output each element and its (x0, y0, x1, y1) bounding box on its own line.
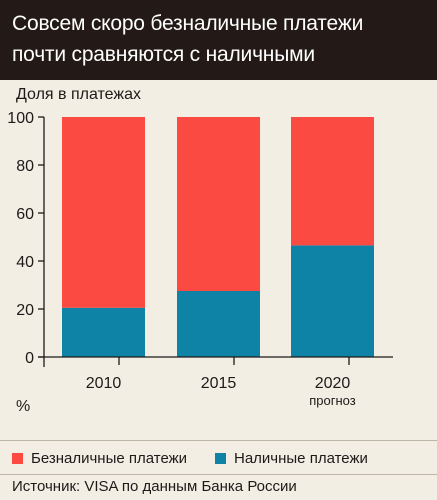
title-block: Совсем скоро безналичные платежи почти с… (0, 0, 437, 80)
legend-item-cash: Наличные платежи (215, 450, 368, 467)
legend: Безналичные платежи Наличные платежи (0, 447, 437, 475)
x-tick-label-2015: 2015 (201, 375, 237, 392)
bar-2015-cashless (177, 117, 260, 291)
y-tick-label-40: 40 (16, 254, 34, 271)
bar-2010-cashless (62, 117, 145, 308)
chart-title-line-1: Совсем скоро безналичные платежи (12, 12, 364, 35)
legend-divider-top (0, 440, 437, 441)
bar-2015-cash (177, 291, 260, 357)
legend-label-cash: Наличные платежи (234, 450, 368, 467)
x-tick-note-2020: прогноз (309, 393, 356, 408)
y-tick-label-80: 80 (16, 158, 34, 175)
y-axis-label: Доля в платежах (16, 86, 141, 103)
legend-divider-bottom (0, 474, 437, 475)
chart-title-line-2: почти сравняются с наличными (12, 43, 315, 66)
bar-2020-cash (291, 245, 374, 357)
x-tick-label-2020: 2020 (315, 375, 351, 392)
y-tick-label-20: 20 (16, 302, 34, 319)
x-tick-label-2010: 2010 (86, 375, 122, 392)
unit-label: % (16, 398, 31, 415)
bars-layer (62, 117, 374, 357)
y-tick-label-60: 60 (16, 206, 34, 223)
bar-2010-cash (62, 307, 145, 357)
y-tick-label-100: 100 (7, 110, 34, 127)
bar-2020-cashless (291, 117, 374, 246)
source-note: Источник: VISA по данным Банка России (12, 478, 297, 495)
y-tick-label-0: 0 (25, 350, 34, 367)
legend-label-cashless: Безналичные платежи (31, 450, 188, 467)
legend-swatch-cash (215, 453, 226, 464)
legend-item-cashless: Безналичные платежи (12, 450, 187, 467)
legend-swatch-cashless (12, 453, 23, 464)
